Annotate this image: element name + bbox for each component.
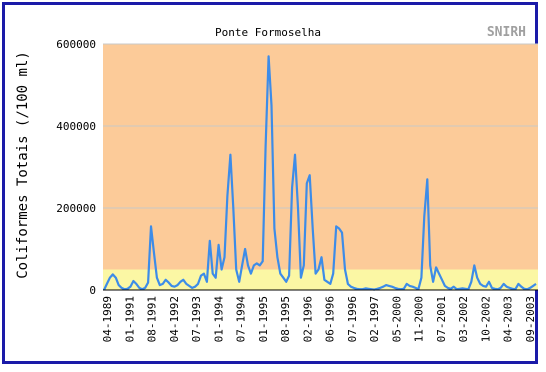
x-tick-label: 04-2003 [502,296,515,342]
x-tick-label: 03-2002 [457,296,470,342]
x-tick-label: 01-1991 [123,296,136,342]
x-tick-label: 02-1996 [301,296,314,342]
x-axis-ticks: 04-1989 01-1991 08-1991 04-1992 07-1993 01-19… [101,296,537,343]
x-tick-label: 07-1996 [346,296,359,342]
x-tick-label: 01-1995 [257,296,270,342]
x-tick-label: 07-2001 [435,296,448,342]
chart-title: Ponte Formoselha [215,26,321,39]
gridlines [103,43,538,209]
x-tick-label: 06-1996 [324,296,337,342]
y-axis-label: Coliformes Totais (/100 ml) [15,51,31,279]
x-tick-label: 01-1994 [212,296,225,343]
y-tick-label: 200000 [56,202,96,215]
x-tick-label: 05-2000 [390,296,403,342]
plot-background [103,44,538,290]
x-tick-label: 04-1989 [101,296,114,342]
snirh-logo: SNIRH [487,25,526,40]
x-tick-label: 10-2002 [479,296,492,342]
y-tick-label: 0 [89,284,96,297]
x-tick-label: 08-1995 [279,296,292,342]
x-tick-label: 11-2000 [413,296,426,342]
y-tick-label: 400000 [56,120,96,133]
reference-band [103,269,538,290]
x-tick-label: 04-1992 [168,296,181,342]
x-tick-label: 09-2003 [524,296,537,342]
y-tick-label: 600000 [56,38,96,51]
series-line [103,55,537,291]
x-tick-label: 08-1991 [146,296,159,342]
x-tick-label: 07-1994 [235,296,248,343]
x-tick-label: 07-1993 [190,296,203,342]
y-axis-ticks: 0 200000 400000 600000 [56,38,96,297]
x-tick-label: 02-1997 [368,296,381,342]
